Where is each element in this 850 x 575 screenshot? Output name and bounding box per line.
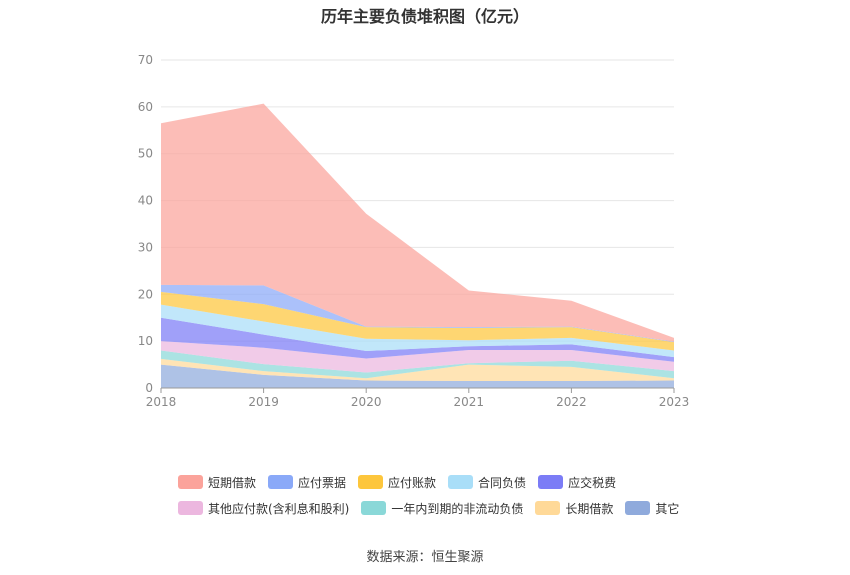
legend-item[interactable]: 应交税费 bbox=[538, 474, 616, 491]
legend-item[interactable]: 其它 bbox=[625, 500, 679, 517]
legend-swatch bbox=[538, 475, 564, 489]
legend-swatch bbox=[268, 475, 294, 489]
area-series-6[interactable] bbox=[161, 291, 674, 351]
y-tick-label: 50 bbox=[138, 147, 153, 161]
x-tick-label: 2018 bbox=[146, 395, 177, 409]
chart-title: 历年主要负债堆积图（亿元） bbox=[320, 7, 529, 26]
legend-item[interactable]: 短期借款 bbox=[178, 474, 256, 491]
x-tick-label: 2020 bbox=[351, 395, 382, 409]
x-tick-label: 2023 bbox=[659, 395, 690, 409]
data-source: 数据来源：恒生聚源 bbox=[366, 550, 484, 565]
area-series-4[interactable] bbox=[161, 317, 674, 362]
axes: 0 10 20 30 40 50 60 70 2018 2019 2020 2021 2022 2023 bbox=[138, 53, 690, 409]
area-series-8[interactable] bbox=[161, 103, 674, 342]
legend-label: 合同负债 bbox=[478, 475, 527, 490]
legend-label: 应付票据 bbox=[298, 475, 347, 490]
legend-row: 其他应付款(含利息和股利) 一年内到期的非流动负债 长期借款 其它 bbox=[178, 495, 738, 521]
area-series-0[interactable] bbox=[161, 364, 674, 388]
x-tick-label: 2021 bbox=[454, 395, 485, 409]
legend: 短期借款 应付票据 应付账款 合同负债 应交税费其他应付款(含利息和股利) 一年内到期的非… bbox=[178, 469, 738, 521]
legend-label: 应交税费 bbox=[568, 475, 617, 490]
y-tick-label: 20 bbox=[138, 287, 153, 301]
legend-label: 其它 bbox=[655, 501, 680, 516]
legend-swatch bbox=[358, 475, 384, 489]
legend-swatch bbox=[535, 501, 561, 515]
legend-label: 一年内到期的非流动负债 bbox=[391, 501, 524, 516]
x-tick-label: 2019 bbox=[248, 395, 279, 409]
legend-label: 短期借款 bbox=[208, 475, 257, 490]
legend-row: 短期借款 应付票据 应付账款 合同负债 应交税费 bbox=[178, 469, 738, 495]
legend-item[interactable]: 长期借款 bbox=[535, 500, 613, 517]
x-tick-label: 2022 bbox=[556, 395, 587, 409]
legend-swatch bbox=[178, 475, 203, 489]
y-tick-label: 70 bbox=[138, 53, 153, 67]
legend-label: 应付账款 bbox=[388, 475, 437, 490]
legend-label: 长期借款 bbox=[565, 501, 614, 516]
area-series-3[interactable] bbox=[161, 341, 674, 373]
legend-item[interactable]: 应付账款 bbox=[358, 474, 436, 491]
legend-swatch bbox=[361, 501, 387, 515]
legend-item[interactable]: 应付票据 bbox=[268, 474, 346, 491]
y-tick-label: 30 bbox=[138, 240, 153, 254]
area-series-1[interactable] bbox=[161, 358, 674, 381]
legend-swatch bbox=[178, 501, 203, 515]
y-tick-label: 0 bbox=[145, 381, 153, 395]
legend-item[interactable]: 一年内到期的非流动负债 bbox=[361, 500, 523, 517]
legend-item[interactable]: 合同负债 bbox=[448, 474, 526, 491]
legend-swatch bbox=[625, 501, 651, 515]
area-series-2[interactable] bbox=[161, 350, 674, 379]
area-series-7[interactable] bbox=[161, 284, 674, 343]
area-series bbox=[161, 103, 674, 388]
legend-label: 其他应付款(含利息和股利) bbox=[208, 501, 350, 516]
legend-item[interactable]: 其他应付款(含利息和股利) bbox=[178, 500, 349, 517]
y-tick-label: 40 bbox=[138, 194, 153, 208]
legend-swatch bbox=[448, 475, 474, 489]
y-tick-label: 10 bbox=[138, 334, 153, 348]
area-series-5[interactable] bbox=[161, 304, 674, 358]
y-tick-label: 60 bbox=[138, 100, 153, 114]
